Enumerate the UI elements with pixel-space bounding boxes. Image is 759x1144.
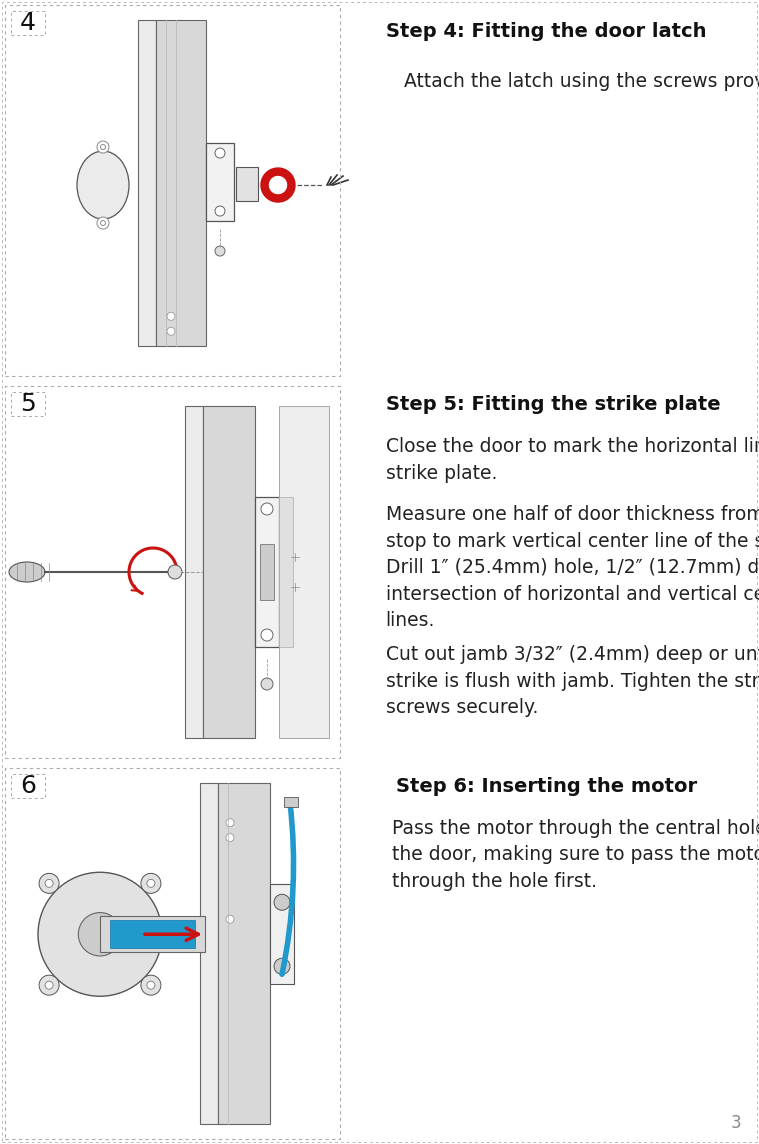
Text: 4: 4 [20, 11, 36, 35]
Circle shape [97, 141, 109, 153]
Bar [5, 768, 340, 1139]
Text: 6: 6 [20, 773, 36, 797]
Circle shape [38, 872, 162, 996]
Bar [5, 387, 340, 757]
Circle shape [261, 503, 273, 515]
Polygon shape [269, 176, 286, 193]
Circle shape [100, 221, 106, 225]
Bar [100, 916, 205, 952]
Circle shape [226, 834, 234, 842]
Circle shape [45, 880, 53, 888]
Bar [203, 406, 255, 738]
Text: Pass the motor through the central hole within
 the door, making sure to pass th: Pass the motor through the central hole … [386, 819, 759, 891]
Circle shape [215, 246, 225, 256]
Circle shape [147, 880, 155, 888]
Text: 3: 3 [730, 1114, 741, 1133]
Text: Measure one half of door thickness from door
stop to mark vertical center line o: Measure one half of door thickness from … [386, 506, 759, 630]
Text: Step 4: Fitting the door latch: Step 4: Fitting the door latch [386, 22, 706, 41]
Bar [185, 406, 203, 738]
Bar [5, 5, 340, 376]
Bar [206, 143, 234, 221]
Polygon shape [261, 168, 295, 202]
Circle shape [215, 206, 225, 216]
Circle shape [261, 678, 273, 690]
Circle shape [78, 913, 121, 956]
Text: Close the door to mark the horizontal line of the
strike plate.: Close the door to mark the horizontal li… [386, 437, 759, 483]
Bar [11, 11, 45, 35]
Circle shape [141, 873, 161, 893]
Text: Step 6: Inserting the motor: Step 6: Inserting the motor [395, 777, 697, 796]
Circle shape [274, 959, 290, 975]
Circle shape [147, 982, 155, 990]
Circle shape [274, 895, 290, 911]
Bar [270, 884, 294, 984]
Bar [218, 782, 270, 1125]
Bar [11, 392, 45, 416]
Circle shape [141, 975, 161, 995]
Text: Cut out jamb 3/32″ (2.4mm) deep or until the
strike is flush with jamb. Tighten : Cut out jamb 3/32″ (2.4mm) deep or until… [386, 645, 759, 717]
Bar [260, 545, 274, 599]
Circle shape [215, 148, 225, 158]
Circle shape [226, 915, 234, 923]
Bar [110, 920, 195, 948]
Circle shape [226, 819, 234, 827]
Bar [11, 773, 45, 797]
Circle shape [97, 217, 109, 229]
Text: 5: 5 [20, 392, 36, 416]
Text: Step 5: Fitting the strike plate: Step 5: Fitting the strike plate [386, 396, 720, 414]
Circle shape [45, 982, 53, 990]
Bar [236, 167, 258, 201]
Circle shape [167, 327, 175, 335]
Circle shape [168, 565, 182, 579]
Ellipse shape [77, 151, 129, 219]
Circle shape [39, 975, 59, 995]
Circle shape [261, 629, 273, 641]
Bar [279, 496, 293, 648]
Bar [284, 796, 298, 807]
Bar [156, 19, 206, 347]
Bar [255, 496, 279, 648]
Circle shape [39, 873, 59, 893]
Text: Attach the latch using the screws provided.: Attach the latch using the screws provid… [386, 72, 759, 92]
Bar [200, 782, 218, 1125]
Bar [138, 19, 156, 347]
Circle shape [167, 312, 175, 320]
Bar [279, 406, 329, 738]
Circle shape [100, 144, 106, 150]
Ellipse shape [9, 562, 45, 582]
